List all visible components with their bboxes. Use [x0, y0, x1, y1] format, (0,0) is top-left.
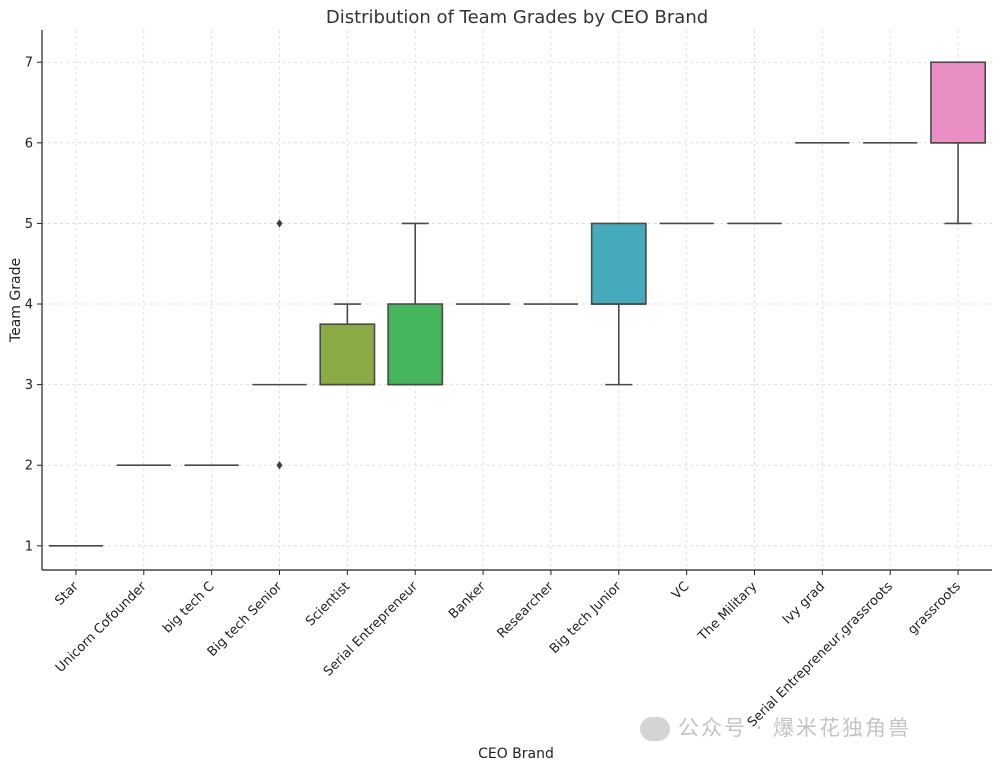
y-tick-label: 1 [25, 539, 33, 554]
x-tick-label: grassroots [905, 579, 964, 638]
y-tick-label: 5 [25, 217, 33, 232]
x-tick-label: VC [669, 579, 692, 602]
y-ticks: 1 2 3 4 5 6 7 [25, 56, 42, 554]
box-plot-boxes [48, 61, 987, 547]
box-8 [590, 222, 647, 386]
x-tick-label: Researcher [495, 579, 558, 642]
y-tick-label: 3 [25, 378, 33, 393]
box-body [319, 323, 376, 386]
box-5 [387, 222, 444, 386]
outlier-point [276, 461, 283, 470]
y-tick-label: 6 [25, 136, 33, 151]
x-tick-label: Serial Entrepreneur,grassroots [745, 579, 896, 730]
box-3 [252, 219, 307, 470]
x-tick-label: Big tech Senior [205, 579, 286, 660]
box-body [590, 222, 647, 305]
y-tick-label: 2 [25, 459, 33, 474]
x-tick-label: Banker [446, 579, 489, 622]
outlier-point [276, 219, 283, 228]
box-body [387, 303, 444, 386]
x-tick-label: Ivy grad [780, 579, 828, 627]
x-axis-label: CEO Brand [478, 746, 554, 762]
x-tick-label: The Military [695, 579, 761, 645]
x-tick-label: Scientist [303, 579, 353, 629]
watermark: 公众号 · 爆米花独角兽 [640, 712, 911, 742]
y-tick-label: 7 [25, 56, 33, 71]
box-4 [319, 303, 376, 386]
box-13 [930, 61, 987, 225]
y-axis-label: Team Grade [8, 258, 24, 343]
y-tick-label: 4 [25, 298, 33, 313]
chart-title: Distribution of Team Grades by CEO Brand [326, 7, 708, 28]
x-tick-label: big tech C [160, 579, 217, 636]
axes [41, 30, 992, 571]
box-body [930, 61, 987, 144]
x-tick-label: Big tech Junior [547, 579, 625, 657]
x-tick-label: Star [52, 579, 82, 609]
watermark-text: 公众号 · 爆米花独角兽 [678, 716, 912, 740]
grid-lines [42, 30, 992, 570]
wechat-icon [640, 717, 670, 741]
